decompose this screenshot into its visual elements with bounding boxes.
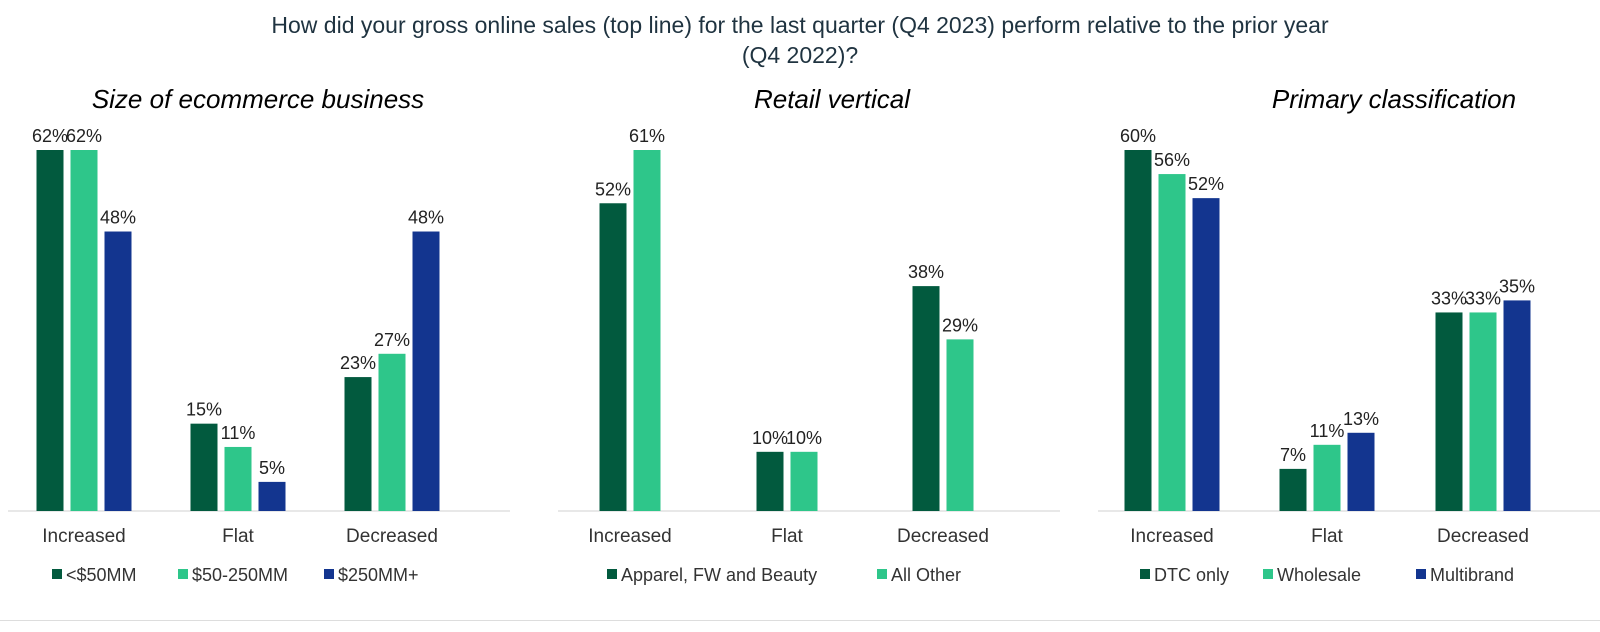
data-label: 27% bbox=[374, 330, 410, 350]
panel-title: Primary classification bbox=[1272, 84, 1516, 114]
data-label: 23% bbox=[340, 353, 376, 373]
data-label: 48% bbox=[100, 208, 136, 228]
data-label: 62% bbox=[32, 126, 68, 146]
data-label: 15% bbox=[186, 400, 222, 420]
legend-label: Multibrand bbox=[1430, 565, 1514, 585]
data-label: 10% bbox=[786, 428, 822, 448]
data-label: 33% bbox=[1465, 288, 1501, 308]
legend-swatch bbox=[52, 569, 62, 579]
legend-swatch bbox=[877, 569, 887, 579]
bar bbox=[1469, 312, 1497, 511]
legend-swatch bbox=[1140, 569, 1150, 579]
data-label: 11% bbox=[221, 423, 256, 443]
data-label: 33% bbox=[1431, 288, 1467, 308]
legend-label: $250MM+ bbox=[338, 565, 419, 585]
legend-label: Wholesale bbox=[1277, 565, 1361, 585]
category-label: Decreased bbox=[1437, 526, 1529, 547]
legend-swatch bbox=[607, 569, 617, 579]
legend-label: <$50MM bbox=[66, 565, 137, 585]
bar bbox=[1124, 150, 1152, 511]
category-label: Flat bbox=[222, 526, 254, 547]
bar bbox=[1435, 312, 1463, 511]
data-label: 60% bbox=[1120, 126, 1156, 146]
category-label: Increased bbox=[588, 526, 671, 547]
bar bbox=[224, 446, 252, 511]
data-label: 52% bbox=[595, 179, 631, 199]
panel-title: Size of ecommerce business bbox=[92, 84, 424, 114]
bar bbox=[190, 423, 218, 511]
bar bbox=[70, 150, 98, 511]
legend-label: All Other bbox=[891, 565, 961, 585]
legend-swatch bbox=[1263, 569, 1273, 579]
data-label: 48% bbox=[408, 208, 444, 228]
bar bbox=[104, 231, 132, 512]
category-label: Flat bbox=[771, 526, 803, 547]
data-label: 13% bbox=[1343, 409, 1379, 429]
bar bbox=[912, 286, 940, 511]
bar bbox=[599, 203, 627, 511]
chart-main-title-line2: (Q4 2022)? bbox=[741, 42, 859, 68]
bar bbox=[1192, 198, 1220, 511]
data-label: 7% bbox=[1280, 445, 1306, 465]
data-label: 38% bbox=[908, 262, 944, 282]
data-label: 52% bbox=[1188, 174, 1224, 194]
data-label: 35% bbox=[1499, 276, 1535, 296]
data-label: 61% bbox=[629, 126, 665, 146]
legend-swatch bbox=[324, 569, 334, 579]
data-label: 62% bbox=[66, 126, 102, 146]
legend-label: $50-250MM bbox=[192, 565, 288, 585]
bar bbox=[258, 481, 286, 511]
data-label: 5% bbox=[259, 458, 285, 478]
chart-main-title: How did your gross online sales (top lin… bbox=[0, 10, 1600, 70]
footer-divider bbox=[0, 620, 1600, 621]
bar bbox=[378, 353, 406, 511]
bar bbox=[344, 377, 372, 511]
bar bbox=[1347, 432, 1375, 511]
panel-title: Retail vertical bbox=[754, 84, 911, 114]
data-label: 56% bbox=[1154, 150, 1190, 170]
bar bbox=[412, 231, 440, 512]
category-label: Increased bbox=[42, 526, 125, 547]
bar bbox=[633, 150, 661, 511]
legend-label: DTC only bbox=[1154, 565, 1229, 585]
legend-swatch bbox=[178, 569, 188, 579]
data-label: 29% bbox=[942, 315, 978, 335]
legend-label: Apparel, FW and Beauty bbox=[621, 565, 817, 585]
bar bbox=[946, 339, 974, 511]
bar bbox=[1503, 300, 1531, 511]
data-label: 10% bbox=[752, 428, 788, 448]
bar bbox=[790, 451, 818, 511]
bar bbox=[36, 150, 64, 511]
category-label: Decreased bbox=[897, 526, 989, 547]
category-label: Decreased bbox=[346, 526, 438, 547]
data-label: 11% bbox=[1310, 421, 1345, 441]
category-label: Flat bbox=[1311, 526, 1343, 547]
bar bbox=[756, 451, 784, 511]
chart-main-title-line1: How did your gross online sales (top lin… bbox=[271, 12, 1329, 38]
legend-swatch bbox=[1416, 569, 1426, 579]
bar bbox=[1279, 468, 1307, 511]
bar bbox=[1313, 444, 1341, 511]
bar bbox=[1158, 174, 1186, 512]
category-label: Increased bbox=[1130, 526, 1213, 547]
